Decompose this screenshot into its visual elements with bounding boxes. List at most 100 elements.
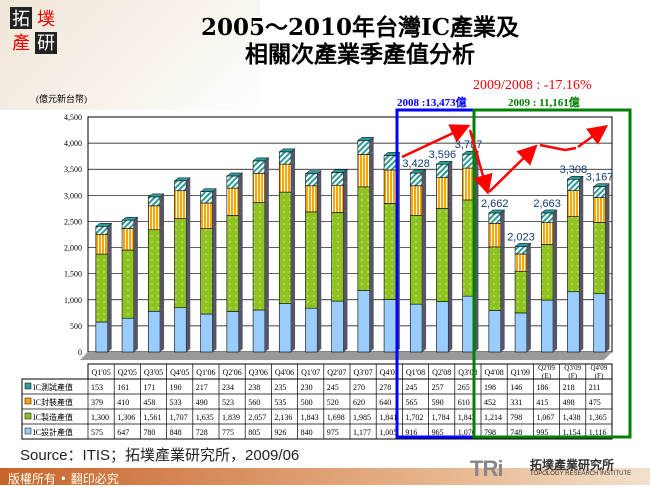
table-cell: 1,005 <box>379 428 397 437</box>
bar-side <box>160 226 165 312</box>
bar-side <box>526 250 531 272</box>
bar-top <box>121 216 139 221</box>
x-tick-label: Q2'09 <box>538 364 555 372</box>
bar-side <box>553 297 558 352</box>
table-cell: 270 <box>353 383 365 392</box>
bar-manufacturing <box>540 244 554 301</box>
bar-side <box>107 251 112 322</box>
table-cell: 1,214 <box>484 413 502 422</box>
table-cell: 995 <box>536 428 548 437</box>
x-tick-label: Q4'07 <box>380 368 399 377</box>
total-label: 2,023 <box>507 231 535 243</box>
bar-side <box>579 213 584 292</box>
title-line-1: 2005～2010年台灣IC產業及 <box>200 14 520 41</box>
trend-arrow <box>488 144 538 193</box>
bar-side <box>160 202 165 230</box>
table-cell: 798 <box>484 428 496 437</box>
bar-design <box>488 310 501 353</box>
bar-packaging <box>488 223 501 248</box>
bar-side <box>500 307 505 352</box>
table-cell: 410 <box>117 398 129 407</box>
table-cell: 1,116 <box>589 428 607 437</box>
bar-side <box>500 243 505 311</box>
table-cell: 798 <box>510 413 522 422</box>
table-cell: 331 <box>510 398 522 407</box>
table-cell: 1,707 <box>170 413 188 422</box>
table-cell: 926 <box>274 428 286 437</box>
bar-side <box>291 189 296 304</box>
bar-packaging <box>305 185 318 213</box>
bar-top <box>488 209 506 214</box>
annotation-yoy: 2009/2008 : -17.16% <box>473 78 592 93</box>
bar-side <box>317 170 322 186</box>
table-cell: 452 <box>484 398 496 407</box>
trend-line <box>539 143 577 152</box>
x-tick-label: Q2'07 <box>327 368 346 377</box>
bar-side <box>500 220 505 247</box>
table-cell: 245 <box>405 383 417 392</box>
legend-label: IC設計產值 <box>33 427 73 437</box>
table-cell: 1,365 <box>589 413 607 422</box>
table-cell: 640 <box>379 398 391 407</box>
bar-test <box>95 226 108 235</box>
bar-design <box>95 321 108 353</box>
title-line-2: 相關次產業季產值分析 <box>245 41 475 68</box>
bar-manufacturing <box>383 203 397 300</box>
table-cell: 560 <box>248 398 260 407</box>
table-cell: 198 <box>484 383 496 392</box>
bar-manufacturing <box>305 211 318 309</box>
x-tick-label: Q2'06 <box>222 368 241 377</box>
bar-side <box>186 177 191 191</box>
table-cell: 161 <box>117 383 129 392</box>
x-tick-label: Q1'06 <box>196 368 215 377</box>
table-cell: 458 <box>143 398 155 407</box>
bar-design <box>409 303 423 353</box>
x-tick-label: Q3'09 <box>564 364 581 372</box>
bar-top <box>409 169 427 174</box>
table-cell: 1,985 <box>353 413 371 422</box>
bar-side <box>553 209 558 223</box>
total-label: 3,428 <box>402 158 430 170</box>
bar-side <box>107 318 112 352</box>
bar-packaging <box>409 185 423 216</box>
bar-side <box>526 243 531 254</box>
page-title: 2005～2010年台灣IC產業及 相關次產業季產值分析 <box>140 14 580 68</box>
table-cell: 1,561 <box>143 413 161 422</box>
bar-top <box>278 148 296 153</box>
bar-packaging <box>540 222 554 245</box>
total-label: 3,787 <box>455 139 483 151</box>
bar-packaging <box>383 169 397 204</box>
table-cell: 153 <box>91 383 103 392</box>
table-cell: 500 <box>301 398 313 407</box>
bar-side <box>317 208 322 309</box>
bar-packaging <box>121 228 135 251</box>
legend-swatch-packaging <box>24 397 32 405</box>
y-tick-label: 2,000 <box>64 244 82 253</box>
bar-test <box>567 178 580 191</box>
bar-test <box>121 219 135 229</box>
y-tick-label: 3,500 <box>64 165 82 174</box>
bar-side <box>291 148 296 165</box>
bar-side <box>186 187 191 219</box>
y-tick-label: 3,000 <box>64 191 82 200</box>
box-2009 <box>472 108 632 439</box>
bar-test <box>226 175 239 189</box>
bar-packaging <box>174 190 187 219</box>
bar-test <box>331 172 344 186</box>
bar-top <box>330 169 349 173</box>
table-cell: 379 <box>91 398 103 407</box>
table-cell: 520 <box>327 398 339 407</box>
table-cell: 916 <box>405 428 417 437</box>
bar-side <box>579 288 584 352</box>
table-cell: 965 <box>432 428 444 437</box>
table-cell: 1,067 <box>536 413 554 422</box>
bar-top <box>435 160 453 165</box>
bar-top <box>226 172 244 177</box>
bar-side <box>605 183 610 198</box>
bar-manufacturing <box>278 191 292 304</box>
bar-test <box>540 212 554 223</box>
bar-test <box>514 246 528 255</box>
y-tick-label: 4,500 <box>64 113 82 122</box>
bar-side <box>500 209 505 224</box>
bar-manufacturing <box>147 229 161 312</box>
